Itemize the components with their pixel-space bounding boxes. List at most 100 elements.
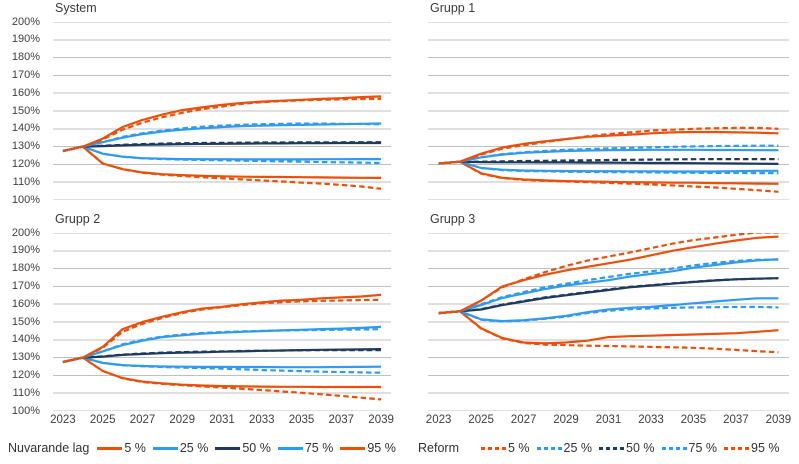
y-axis-tick-label: 150% xyxy=(11,315,40,328)
x-axis-tick-label: 2039 xyxy=(368,414,394,426)
y-axis-tick-label: 190% xyxy=(11,244,40,257)
solid-line-swatch xyxy=(152,446,178,450)
legend-item: 95 % xyxy=(340,441,396,455)
chart-title: System xyxy=(55,1,97,15)
legend-label: 50 % xyxy=(626,441,655,455)
x-axis-tick-label: 2033 xyxy=(638,414,664,426)
legend-label: 50 % xyxy=(242,441,271,455)
y-axis-tick-label: 130% xyxy=(11,140,40,153)
y-axis: 200% 190% 180% 170% 160% 150% 140% 130% 120% 110%… xyxy=(0,227,53,417)
x-axis-tick-label: 2027 xyxy=(129,414,156,426)
y-axis-tick-label: 150% xyxy=(11,104,40,117)
series-line xyxy=(438,158,779,165)
y-axis-tick-label: 130% xyxy=(11,351,40,364)
series-line xyxy=(62,97,382,153)
plot-area xyxy=(428,22,789,200)
series-line xyxy=(62,122,382,153)
dashed-line-swatch xyxy=(599,446,625,450)
x-axis-tick-label: 2027 xyxy=(510,414,537,426)
solid-line-swatch xyxy=(340,446,366,450)
x-axis-tick-label: 2037 xyxy=(328,414,355,426)
legend-title-reform: Reform xyxy=(418,441,459,455)
x-axis-tick-label: 2033 xyxy=(249,414,275,426)
y-axis-tick-label: 190% xyxy=(11,33,40,46)
series-line xyxy=(62,293,382,364)
chart-title: Grupp 1 xyxy=(430,1,476,15)
solid-line-swatch xyxy=(277,446,303,450)
legend-item: 25 % xyxy=(536,441,593,455)
series-line xyxy=(62,141,382,153)
y-axis-tick-label: 200% xyxy=(11,226,40,239)
series-line xyxy=(438,144,779,165)
chart-grupp-1: Grupp 1 xyxy=(400,0,799,210)
legend-item: 75 % xyxy=(661,441,718,455)
series-line xyxy=(438,160,779,175)
legend-label: 95 % xyxy=(751,441,780,455)
series-line xyxy=(62,145,382,190)
plot-area xyxy=(428,233,789,411)
legend-item: 50 % xyxy=(215,441,271,455)
x-axis-tick-label: 2025 xyxy=(89,414,116,426)
series-line xyxy=(62,328,382,364)
series-line xyxy=(62,348,382,364)
x-axis-tick-label: 2035 xyxy=(680,414,707,426)
series-line xyxy=(438,258,779,315)
y-axis-tick-label: 180% xyxy=(11,51,40,64)
legend-item: 75 % xyxy=(277,441,333,455)
series-line xyxy=(62,145,382,161)
series-line xyxy=(62,356,382,401)
y-axis: 200% 190% 180% 170% 160% 150% 140% 130% 120% 110%… xyxy=(0,16,53,206)
legend-item: 95 % xyxy=(724,441,780,455)
legend-label: 25 % xyxy=(179,441,209,455)
solid-line-swatch xyxy=(97,446,123,450)
y-axis-tick-label: 100% xyxy=(11,404,40,417)
dashed-line-swatch xyxy=(724,446,750,450)
legend-item: 5 % xyxy=(97,441,146,455)
series-line xyxy=(62,145,382,165)
y-axis-tick-label: 200% xyxy=(11,15,40,28)
x-axis-tick-label: 2039 xyxy=(765,414,792,426)
x-axis-tick-label: 2029 xyxy=(553,414,579,426)
plot-area xyxy=(53,233,391,411)
x-axis-tick-label: 2037 xyxy=(723,414,749,426)
x-axis-tick-label: 2023 xyxy=(425,414,452,426)
x-axis-tick-label: 2023 xyxy=(50,414,76,426)
x-axis-tick-label: 2029 xyxy=(169,414,195,426)
legend-label: 75 % xyxy=(688,441,718,455)
y-axis-tick-label: 170% xyxy=(11,279,40,292)
x-axis-tick-label: 2035 xyxy=(288,414,315,426)
series-line xyxy=(438,160,779,165)
legend-label: 95 % xyxy=(367,441,396,455)
series-line xyxy=(438,258,779,315)
series-line xyxy=(62,356,382,374)
y-axis-tick-label: 170% xyxy=(11,68,40,81)
x-axis-tick-label: 2025 xyxy=(468,414,494,426)
legend-label: 25 % xyxy=(563,441,593,455)
series-line xyxy=(62,145,382,179)
series-line xyxy=(62,356,382,389)
y-axis-tick-label: 110% xyxy=(12,386,40,399)
chart-title: Grupp 2 xyxy=(55,212,101,226)
y-axis-tick-label: 180% xyxy=(11,262,40,275)
dashed-line-swatch xyxy=(480,446,506,450)
series-line xyxy=(438,160,779,193)
x-axis-tick-label: 2031 xyxy=(209,414,235,426)
series-line xyxy=(438,160,779,185)
legend-title-nuvarande-lag: Nuvarande lag xyxy=(8,441,90,455)
y-axis-tick-label: 160% xyxy=(11,297,40,310)
series-line xyxy=(438,310,779,345)
solid-line-swatch xyxy=(215,446,241,450)
x-axis: 2023 2025 2027 2029 2031 2033 2035 2037 2039 xyxy=(50,414,394,430)
legend-label: 5 % xyxy=(124,441,146,455)
series-line xyxy=(438,233,779,315)
series-line xyxy=(438,297,779,323)
legend-item: 25 % xyxy=(152,441,209,455)
chart-title: Grupp 3 xyxy=(430,212,476,226)
x-axis: 2023 2025 2027 2029 2031 2033 2035 2037 2039 xyxy=(425,414,792,430)
y-axis-tick-label: 110% xyxy=(12,175,40,188)
plot-area xyxy=(53,22,391,200)
legend-label: 5 % xyxy=(507,441,530,455)
y-axis-tick-label: 120% xyxy=(11,157,40,170)
y-axis-tick-label: 160% xyxy=(11,86,40,99)
